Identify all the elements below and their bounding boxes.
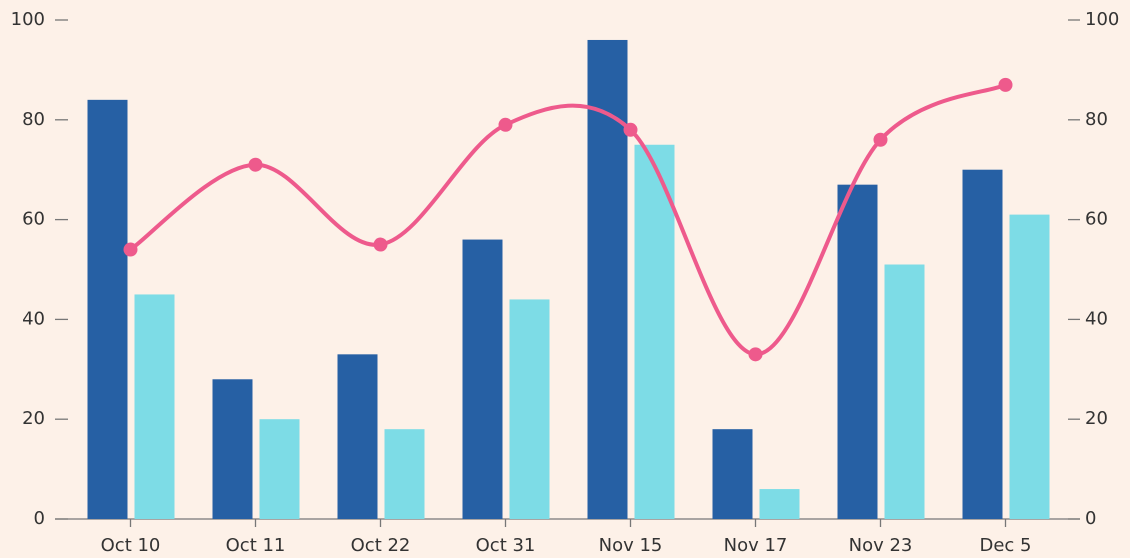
y-tick-label: 40 bbox=[22, 308, 45, 329]
bar bbox=[1009, 214, 1050, 520]
y2-tick-label: 100 bbox=[1085, 9, 1119, 30]
line-marker bbox=[498, 117, 513, 132]
bar bbox=[509, 299, 550, 519]
x-tick-label: Oct 11 bbox=[226, 535, 286, 556]
x-tick-label: Nov 15 bbox=[599, 535, 663, 556]
bar bbox=[337, 354, 378, 519]
bar bbox=[87, 99, 128, 519]
bar bbox=[384, 429, 425, 519]
line-marker bbox=[998, 77, 1013, 92]
line bbox=[129, 83, 1007, 357]
y-tick-label: 20 bbox=[22, 408, 45, 429]
line-marker bbox=[623, 122, 638, 137]
bar bbox=[134, 294, 175, 519]
bar bbox=[634, 144, 675, 519]
x-tick-label: Oct 10 bbox=[101, 535, 161, 556]
x-tick-label: Oct 31 bbox=[476, 535, 536, 556]
line-marker bbox=[248, 157, 263, 172]
y2-tick-label: 0 bbox=[1085, 508, 1096, 529]
y2-tick-label: 40 bbox=[1085, 308, 1108, 329]
x-tick-label: Dec 5 bbox=[979, 535, 1031, 556]
line-marker bbox=[373, 237, 388, 252]
bar bbox=[462, 239, 503, 519]
y2-tick-label: 60 bbox=[1085, 209, 1108, 230]
line-marker bbox=[748, 347, 763, 362]
x-tick-label: Nov 17 bbox=[724, 535, 788, 556]
y-tick-label: 0 bbox=[34, 508, 45, 529]
bar bbox=[259, 419, 300, 519]
y-tick-label: 80 bbox=[22, 109, 45, 130]
bar bbox=[212, 379, 253, 519]
bar bbox=[712, 429, 753, 519]
bar bbox=[759, 489, 800, 519]
y-tick-label: 100 bbox=[11, 9, 45, 30]
line-marker bbox=[873, 132, 888, 147]
bar bbox=[962, 169, 1003, 519]
y2-tick-label: 80 bbox=[1085, 109, 1108, 130]
x-tick-label: Nov 23 bbox=[849, 535, 913, 556]
y2-tick-label: 20 bbox=[1085, 408, 1108, 429]
bar bbox=[837, 184, 878, 520]
line-marker bbox=[123, 242, 138, 257]
bar bbox=[884, 264, 925, 519]
y-tick-label: 60 bbox=[22, 209, 45, 230]
x-tick-label: Oct 22 bbox=[351, 535, 411, 556]
